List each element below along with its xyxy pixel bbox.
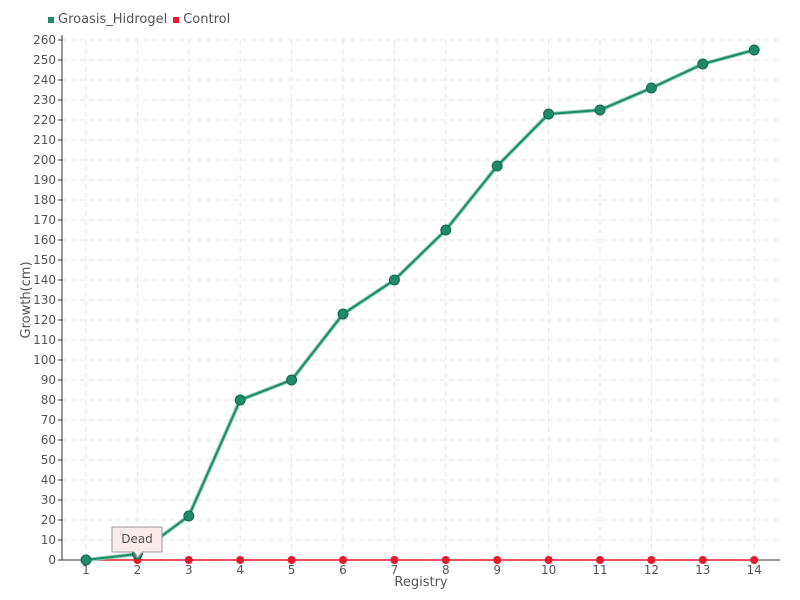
x-tick-label: 11	[592, 563, 607, 577]
y-tick-label: 60	[41, 433, 56, 447]
data-point	[543, 108, 555, 120]
data-point	[645, 82, 657, 94]
annotations: Dead	[111, 526, 163, 559]
data-point	[441, 556, 450, 564]
y-tick-label: 90	[41, 373, 56, 387]
data-point	[337, 308, 349, 320]
annotation-dead: Dead	[111, 526, 163, 559]
y-tick-label: 150	[33, 253, 56, 267]
y-tick-label: 260	[33, 33, 56, 47]
data-point	[388, 274, 400, 286]
data-point	[748, 44, 760, 56]
x-tick-label: 3	[185, 563, 193, 577]
annotation-text: Dead	[121, 532, 153, 546]
y-tick-label: 220	[33, 113, 56, 127]
data-point	[697, 58, 709, 70]
y-tick-label: 170	[33, 213, 56, 227]
data-point	[390, 556, 399, 564]
y-tick-label: 180	[33, 193, 56, 207]
x-tick-label: 12	[644, 563, 659, 577]
y-tick-label: 70	[41, 413, 56, 427]
legend: Groasis_Hidrogel Control	[48, 12, 236, 27]
series-layer	[80, 44, 760, 566]
legend-item-control[interactable]: Control	[173, 12, 230, 27]
y-tick-label: 160	[33, 233, 56, 247]
y-tick-label: 100	[33, 353, 56, 367]
x-tick-label: 2	[134, 563, 142, 577]
data-point	[596, 556, 604, 564]
y-tick-label: 250	[33, 53, 56, 67]
data-point	[287, 556, 296, 564]
series-0	[80, 44, 760, 566]
y-tick-label: 50	[41, 453, 56, 467]
x-tick-labels: 1 2 3 4 5 6 7 8 9 10 11 12 13 14	[82, 563, 762, 577]
data-point	[339, 556, 347, 564]
data-point	[491, 160, 503, 172]
axes	[58, 35, 780, 564]
legend-item-groasis[interactable]: Groasis_Hidrogel	[48, 12, 167, 27]
x-tick-label: 9	[493, 563, 501, 577]
y-tick-label: 140	[33, 273, 56, 287]
data-point	[80, 554, 92, 566]
y-tick-label: 0	[48, 553, 56, 567]
x-tick-label: 1	[82, 563, 90, 577]
data-point	[647, 556, 656, 564]
x-tick-label: 8	[442, 563, 450, 577]
y-tick-label: 80	[41, 393, 56, 407]
legend-swatch-groasis	[48, 16, 54, 23]
data-point	[236, 556, 245, 564]
series-line-halo	[85, 48, 755, 562]
y-tick-label: 20	[41, 513, 56, 527]
y-tick-label: 130	[33, 293, 56, 307]
y-tick-label: 240	[33, 73, 56, 87]
legend-label-control: Control	[183, 12, 231, 27]
x-tick-label: 14	[747, 563, 762, 577]
data-point	[234, 394, 246, 406]
x-axis-title: Registry	[394, 575, 448, 590]
legend-label-groasis: Groasis_Hidrogel	[58, 12, 168, 27]
y-tick-label: 230	[33, 93, 56, 107]
x-tick-label: 13	[695, 563, 710, 577]
data-point	[594, 104, 606, 116]
data-point	[183, 510, 195, 522]
x-tick-label: 10	[541, 563, 556, 577]
x-tick-label: 5	[288, 563, 296, 577]
annotation-box	[111, 526, 163, 559]
y-tick-label: 190	[33, 173, 56, 187]
y-tick-label: 10	[41, 533, 56, 547]
data-point	[184, 556, 193, 564]
y-tick-labels: 0 10 20 30 40 50 60 70 80 90 100 110 120 130 140 150 160…	[33, 33, 56, 567]
y-tick-label: 30	[41, 493, 56, 507]
y-tick-label: 210	[33, 133, 56, 147]
data-point	[286, 374, 298, 386]
data-point	[493, 556, 502, 564]
y-axis-title: Growth(cm)	[19, 261, 34, 338]
grid-lines	[62, 39, 780, 560]
y-tick-label: 110	[33, 333, 56, 347]
data-point	[750, 556, 759, 564]
data-point	[440, 224, 452, 236]
y-tick-label: 200	[33, 153, 56, 167]
x-tick-label: 6	[339, 563, 347, 577]
series-line	[85, 49, 755, 561]
y-tick-label: 40	[41, 473, 56, 487]
x-tick-label: 4	[236, 563, 244, 577]
x-tick-label: 7	[391, 563, 399, 577]
legend-swatch-control	[173, 16, 180, 23]
data-point	[544, 556, 553, 564]
data-point	[698, 556, 707, 564]
y-tick-label: 120	[33, 313, 56, 327]
